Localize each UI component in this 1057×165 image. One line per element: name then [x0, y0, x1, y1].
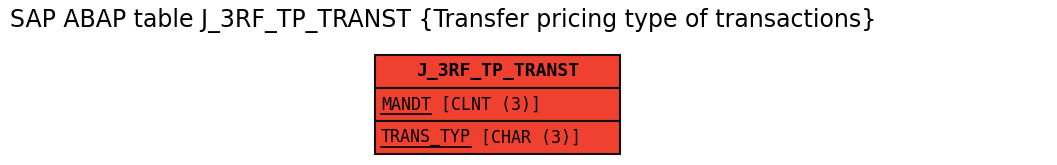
Bar [375, 88, 620, 121]
Bar [375, 55, 620, 88]
Bar [375, 121, 620, 154]
Text: TRANS_TYP: TRANS_TYP [381, 129, 471, 147]
Text: [CHAR (3)]: [CHAR (3)] [471, 129, 581, 147]
Text: [CLNT (3)]: [CLNT (3)] [431, 96, 541, 114]
Text: MANDT: MANDT [381, 96, 431, 114]
Text: SAP ABAP table J_3RF_TP_TRANST {Transfer pricing type of transactions}: SAP ABAP table J_3RF_TP_TRANST {Transfer… [10, 8, 876, 33]
Text: J_3RF_TP_TRANST: J_3RF_TP_TRANST [416, 63, 579, 81]
